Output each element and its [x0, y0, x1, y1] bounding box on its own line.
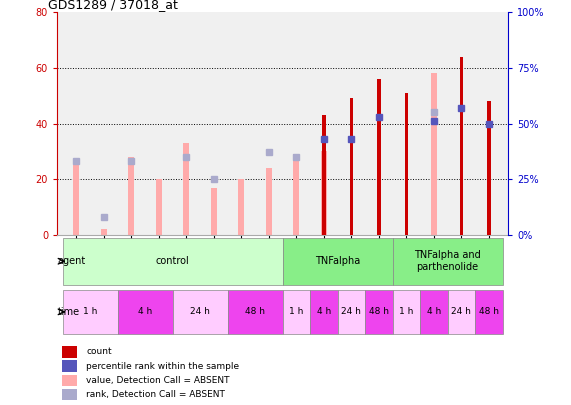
- Bar: [405, 93, 408, 235]
- Bar: [228, 290, 283, 334]
- Text: 48 h: 48 h: [369, 307, 389, 316]
- Bar: [377, 79, 380, 235]
- Text: value, Detection Call = ABSENT: value, Detection Call = ABSENT: [86, 376, 230, 385]
- Bar: [101, 229, 107, 235]
- Text: 1 h: 1 h: [399, 307, 413, 316]
- Bar: [487, 101, 490, 235]
- Bar: [211, 188, 217, 235]
- Bar: [337, 290, 365, 334]
- Bar: [63, 237, 283, 285]
- Bar: [321, 151, 327, 235]
- Bar: [63, 290, 118, 334]
- Text: 4 h: 4 h: [317, 307, 331, 316]
- Text: 48 h: 48 h: [479, 307, 499, 316]
- Text: GDS1289 / 37018_at: GDS1289 / 37018_at: [48, 0, 178, 11]
- Bar: [238, 179, 244, 235]
- Text: percentile rank within the sample: percentile rank within the sample: [86, 362, 240, 371]
- Bar: [172, 290, 228, 334]
- Bar: [266, 168, 272, 235]
- Text: 48 h: 48 h: [245, 307, 265, 316]
- Bar: [393, 290, 420, 334]
- Bar: [460, 57, 463, 235]
- Bar: [62, 360, 78, 372]
- Text: 1 h: 1 h: [83, 307, 97, 316]
- Bar: [475, 290, 502, 334]
- Text: 1 h: 1 h: [289, 307, 304, 316]
- Bar: [310, 290, 337, 334]
- Bar: [62, 375, 78, 386]
- Text: TNFalpha: TNFalpha: [315, 256, 360, 266]
- Text: TNFalpha and
parthenolide: TNFalpha and parthenolide: [415, 250, 481, 272]
- Bar: [448, 290, 475, 334]
- Text: agent: agent: [58, 256, 86, 266]
- Bar: [393, 237, 502, 285]
- Text: rank, Detection Call = ABSENT: rank, Detection Call = ABSENT: [86, 390, 226, 399]
- Bar: [118, 290, 172, 334]
- Bar: [283, 290, 310, 334]
- Bar: [322, 115, 325, 235]
- Bar: [156, 179, 162, 235]
- Text: 24 h: 24 h: [341, 307, 361, 316]
- Bar: [283, 237, 393, 285]
- Bar: [128, 157, 134, 235]
- Bar: [62, 389, 78, 401]
- Text: control: control: [156, 256, 190, 266]
- Text: 24 h: 24 h: [452, 307, 472, 316]
- Bar: [293, 154, 299, 235]
- Text: time: time: [58, 307, 80, 317]
- Bar: [73, 165, 79, 235]
- Text: 24 h: 24 h: [190, 307, 210, 316]
- Bar: [431, 73, 437, 235]
- Text: 4 h: 4 h: [427, 307, 441, 316]
- Bar: [350, 98, 353, 235]
- Bar: [183, 143, 190, 235]
- Text: count: count: [86, 347, 112, 356]
- Bar: [420, 290, 448, 334]
- Bar: [62, 346, 78, 358]
- Bar: [365, 290, 393, 334]
- Text: 4 h: 4 h: [138, 307, 152, 316]
